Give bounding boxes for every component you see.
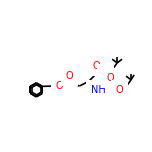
Text: O: O (116, 85, 123, 95)
Text: O: O (66, 71, 73, 81)
Text: NH: NH (91, 85, 106, 95)
Text: O: O (102, 69, 109, 79)
Text: O: O (93, 61, 100, 71)
Text: O: O (56, 81, 63, 91)
Text: O: O (106, 73, 114, 83)
